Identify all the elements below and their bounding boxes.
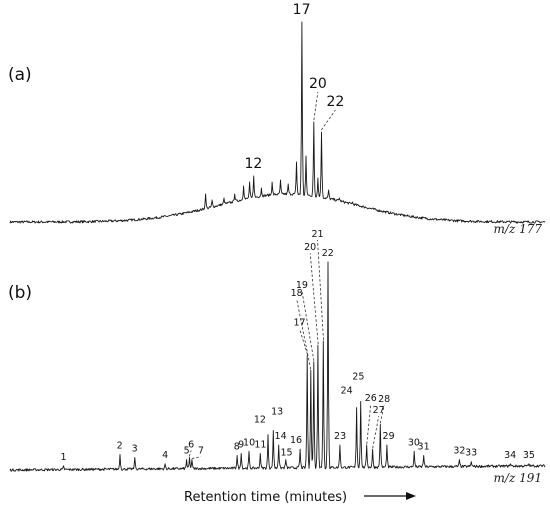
peak-label: 10	[243, 437, 255, 448]
panel-a-leader-lines	[313, 91, 336, 131]
peak-label: 9	[238, 439, 244, 450]
peak-leader-line	[191, 456, 201, 459]
peak-label: 33	[465, 448, 477, 459]
peak-leader-line	[379, 405, 385, 424]
peak-label: 13	[271, 407, 283, 418]
peak-label: 26	[365, 393, 377, 404]
panel-a: (a) 12 17 20 22 m/z 177	[8, 2, 546, 236]
peak-label: 16	[290, 435, 302, 446]
peak-label: 34	[504, 450, 516, 461]
peak-leader-line	[299, 328, 308, 355]
peak-label: 3	[132, 444, 138, 455]
peak-leader-line	[372, 416, 380, 449]
panel-a-peak-labels: 12 17 20 22	[244, 2, 344, 172]
peak-label: 20	[304, 242, 316, 253]
peak-label: 35	[523, 450, 535, 461]
peak-label: 17	[293, 318, 305, 329]
panel-b-trace	[9, 261, 546, 472]
panel-b-ion-label: m/z 191	[494, 471, 542, 485]
peak-label: 5	[184, 446, 190, 457]
peak-label: 2	[117, 440, 123, 451]
peak-label: 15	[280, 448, 292, 459]
peak-label: 17	[293, 2, 311, 18]
peak-label: 27	[373, 405, 385, 416]
peak-leader-line	[188, 450, 192, 457]
peak-label: 11	[254, 439, 266, 450]
peak-label: 24	[341, 386, 353, 397]
panel-b-label: (b)	[8, 283, 32, 303]
peak-leader-line	[366, 403, 372, 445]
peak-leader-line	[313, 91, 319, 121]
peak-label: 30	[408, 437, 420, 448]
panel-b-leader-lines	[188, 239, 385, 459]
peak-label: 4	[162, 450, 168, 461]
peak-label: 12	[254, 415, 266, 426]
panel-a-trace	[9, 21, 546, 224]
peak-label: 32	[453, 446, 465, 457]
peak-label: 18	[291, 288, 303, 299]
peak-label: 29	[383, 431, 395, 442]
arrow-right-icon	[364, 492, 416, 500]
peak-label: 7	[198, 446, 204, 457]
peak-label: 8	[234, 441, 240, 452]
peak-leader-line	[321, 109, 336, 131]
peak-label: 22	[322, 248, 334, 259]
peak-leader-line	[309, 253, 319, 345]
peak-label: 6	[188, 440, 194, 451]
peak-label: 22	[326, 94, 344, 110]
panel-a-label: (a)	[8, 65, 32, 85]
peak-label: 31	[418, 441, 430, 452]
peak-label: 20	[309, 76, 327, 92]
x-axis-label: Retention time (minutes)	[184, 490, 347, 505]
x-axis-caption: Retention time (minutes)	[184, 490, 416, 505]
peak-label: 19	[296, 280, 308, 291]
peak-leader-line	[317, 239, 324, 341]
peak-label: 25	[352, 371, 364, 382]
peak-label: 21	[311, 229, 323, 240]
peak-label: 12	[244, 156, 262, 172]
peak-label: 23	[334, 431, 346, 442]
panel-a-ion-label: m/z 177	[494, 222, 543, 236]
peak-leader-line	[301, 290, 315, 361]
peak-label: 14	[275, 431, 287, 442]
peak-label: 28	[378, 394, 390, 405]
peak-label: 1	[60, 452, 66, 463]
peak-leader-line	[296, 299, 312, 370]
